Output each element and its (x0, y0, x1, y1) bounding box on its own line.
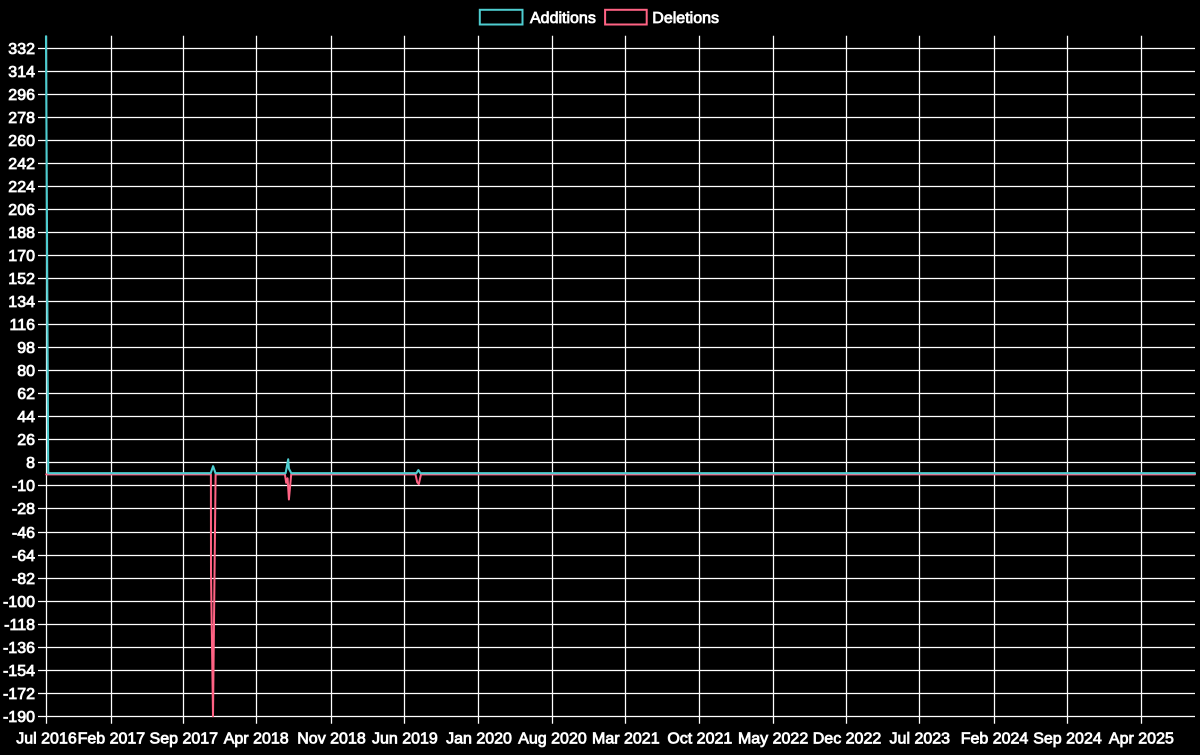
svg-text:Feb 2017: Feb 2017 (78, 731, 146, 748)
svg-text:314: 314 (8, 64, 35, 81)
svg-text:Oct 2021: Oct 2021 (667, 731, 732, 748)
svg-text:-64: -64 (12, 548, 35, 565)
svg-text:Apr 2018: Apr 2018 (224, 731, 289, 748)
svg-text:Nov 2018: Nov 2018 (297, 731, 366, 748)
svg-text:-136: -136 (3, 640, 35, 657)
svg-text:May 2022: May 2022 (738, 731, 808, 748)
svg-text:296: 296 (8, 87, 35, 104)
svg-text:Feb 2024: Feb 2024 (961, 731, 1029, 748)
svg-text:Apr 2025: Apr 2025 (1109, 731, 1174, 748)
svg-text:Aug 2020: Aug 2020 (518, 731, 587, 748)
svg-text:-82: -82 (12, 571, 35, 588)
svg-text:188: 188 (8, 225, 35, 242)
svg-text:260: 260 (8, 133, 35, 150)
svg-text:98: 98 (17, 340, 35, 357)
svg-text:-10: -10 (12, 478, 35, 495)
svg-text:26: 26 (17, 432, 35, 449)
svg-text:80: 80 (17, 363, 35, 380)
svg-text:Jan 2020: Jan 2020 (446, 731, 512, 748)
svg-text:Jun 2019: Jun 2019 (372, 731, 438, 748)
svg-text:Jul 2016: Jul 2016 (16, 731, 77, 748)
svg-text:8: 8 (26, 455, 35, 472)
svg-text:62: 62 (17, 386, 35, 403)
svg-text:116: 116 (9, 317, 35, 334)
svg-text:-154: -154 (3, 663, 35, 680)
svg-text:Jul 2023: Jul 2023 (890, 731, 951, 748)
svg-text:Dec 2022: Dec 2022 (813, 731, 882, 748)
svg-text:206: 206 (8, 202, 35, 219)
svg-text:278: 278 (8, 110, 35, 127)
svg-text:134: 134 (8, 294, 35, 311)
svg-text:152: 152 (8, 271, 35, 288)
svg-text:Additions: Additions (530, 10, 596, 27)
svg-text:44: 44 (17, 409, 35, 426)
svg-text:-46: -46 (12, 525, 35, 542)
svg-text:Sep 2017: Sep 2017 (150, 731, 219, 748)
svg-text:Sep 2024: Sep 2024 (1033, 731, 1102, 748)
svg-text:-118: -118 (4, 617, 35, 634)
svg-text:242: 242 (8, 156, 35, 173)
svg-text:Deletions: Deletions (652, 10, 719, 27)
svg-text:Mar 2021: Mar 2021 (592, 731, 660, 748)
svg-text:224: 224 (8, 179, 35, 196)
svg-text:-190: -190 (3, 709, 35, 726)
svg-text:-100: -100 (3, 594, 35, 611)
svg-text:-28: -28 (12, 501, 35, 518)
svg-text:332: 332 (8, 41, 35, 58)
svg-text:170: 170 (8, 248, 35, 265)
svg-text:-172: -172 (3, 686, 35, 703)
